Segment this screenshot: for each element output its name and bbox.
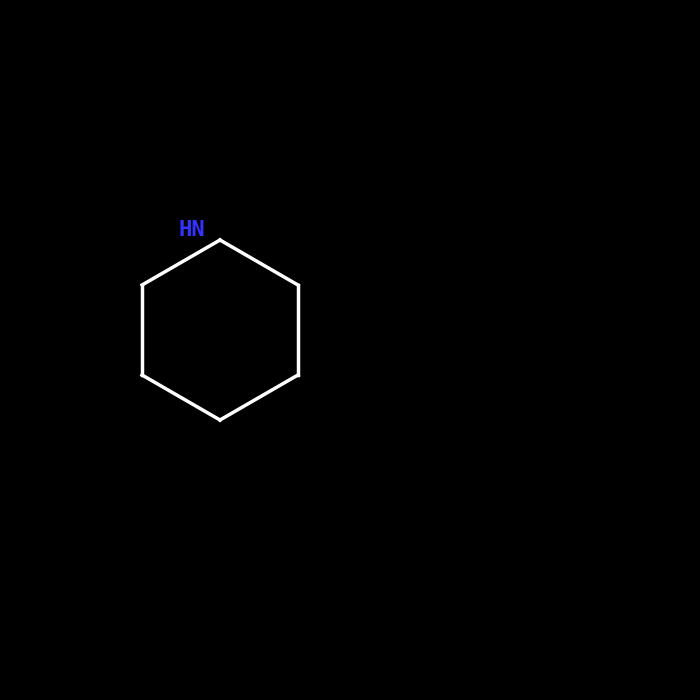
Text: HN: HN xyxy=(178,220,205,240)
